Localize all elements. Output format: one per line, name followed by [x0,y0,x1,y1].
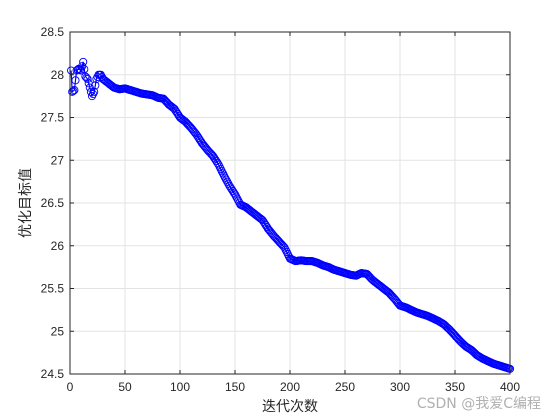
data-point-marker [214,160,223,169]
x-tick-label: 300 [390,380,410,394]
data-point-marker [213,158,222,167]
x-axis-ticks: 0 50 100 150 200 250 300 350 400 [67,32,520,394]
grid-lines [70,32,510,374]
y-tick-label: 26 [51,239,65,253]
x-tick-label: 200 [280,380,300,394]
data-point-marker [85,83,94,92]
data-point-marker [233,194,242,203]
data-point-marker [87,92,97,101]
y-tick-label: 28 [51,68,65,82]
y-tick-label: 27 [51,153,65,167]
x-tick-label: 0 [67,380,74,394]
data-point-marker [83,74,92,84]
data-point-marker [89,89,98,99]
y-tick-label: 26.5 [41,196,65,210]
y-tick-label: 25.5 [41,282,65,296]
data-point-marker [86,87,95,96]
data-point-marker [67,66,76,75]
x-tick-label: 150 [225,380,245,394]
series-plot [67,57,515,373]
y-tick-label: 28.5 [41,25,65,39]
x-tick-label: 400 [500,380,520,394]
data-point-marker [68,87,77,96]
data-point-marker [221,173,230,182]
data-point-marker [280,243,289,252]
data-point-marker [219,171,229,180]
data-point-marker [91,81,100,90]
data-point-marker [70,86,79,95]
data-point-marker [82,73,91,82]
y-axis-label: 优化目标值 [18,168,34,238]
data-point-marker [232,192,241,201]
data-point-marker [217,167,226,176]
data-point-marker [71,76,80,85]
data-point-marker [81,72,90,81]
data-point-marker [218,169,227,178]
x-tick-label: 350 [445,380,465,394]
data-point-marker [230,190,240,199]
y-tick-label: 27.5 [41,111,65,125]
y-tick-label: 24.5 [41,367,65,381]
data-point-marker [222,175,231,184]
data-point-marker [282,247,291,256]
x-tick-label: 250 [335,380,355,394]
x-tick-label: 100 [170,380,190,394]
data-point-marker [216,164,225,174]
y-tick-label: 25 [51,324,65,338]
data-point-marker [90,87,99,96]
y-axis-ticks: 24.5 25 25.5 26 26.5 27 27.5 28 28.5 [41,25,510,381]
data-point-marker [72,66,81,75]
data-point-marker [281,245,290,254]
x-tick-label: 50 [118,380,132,394]
x-axis-label: 迭代次数 [262,399,318,415]
watermark-text: CSDN @我爱C编程 [417,396,541,412]
